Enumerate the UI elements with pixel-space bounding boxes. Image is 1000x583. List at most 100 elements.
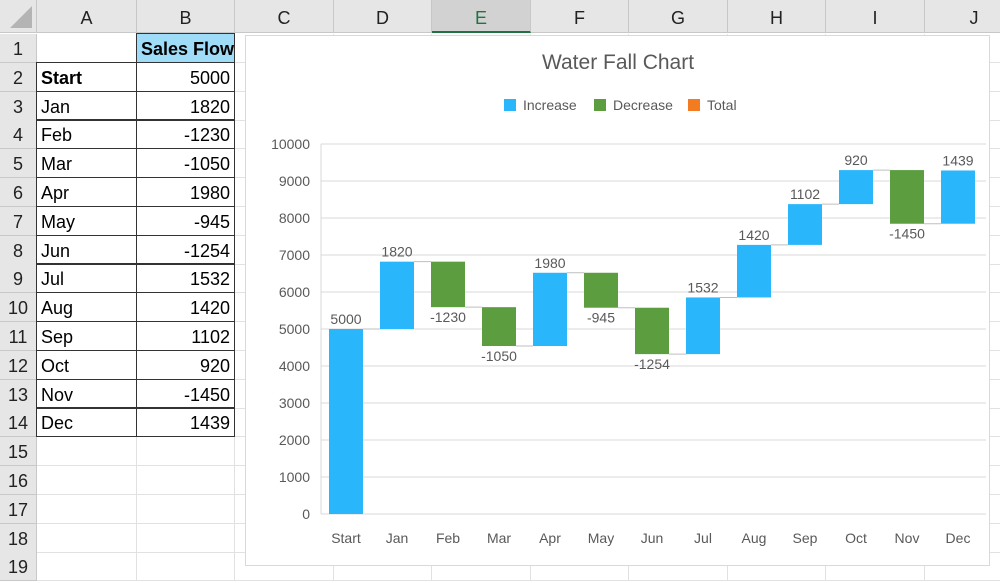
y-tick-label: 5000 [279, 321, 310, 337]
cell-label[interactable]: Jun [36, 234, 137, 265]
row-header-8[interactable]: 8 [0, 235, 37, 265]
data-label: 5000 [330, 311, 361, 327]
row-header-18[interactable]: 18 [0, 523, 37, 553]
cell-label[interactable]: Start [36, 61, 137, 92]
cell-label[interactable]: Apr [36, 177, 137, 207]
row-header-17[interactable]: 17 [0, 494, 37, 524]
data-label: 1532 [687, 279, 718, 295]
x-tick-label: Sep [793, 530, 818, 546]
x-tick-label: Start [331, 530, 361, 546]
cell-value[interactable]: -1254 [136, 234, 235, 265]
bar-dec [941, 170, 975, 224]
row-header-1[interactable]: 1 [0, 34, 37, 63]
bar-sep [788, 204, 822, 245]
y-tick-label: 2000 [279, 432, 310, 448]
bar-start [329, 329, 363, 514]
cell-label[interactable]: Feb [36, 119, 137, 150]
cell-label[interactable]: May [36, 205, 137, 236]
x-tick-label: Feb [436, 530, 460, 546]
data-label: -1230 [430, 309, 466, 325]
y-tick-label: 9000 [279, 173, 310, 189]
cell-label[interactable]: Jan [36, 90, 137, 121]
column-header-f[interactable]: F [531, 0, 629, 33]
cell-value[interactable]: 1102 [136, 321, 235, 351]
x-tick-label: Aug [742, 530, 767, 546]
y-tick-label: 1000 [279, 469, 310, 485]
cell-label[interactable]: Sep [36, 321, 137, 351]
cell-value[interactable]: 1820 [136, 90, 235, 121]
cell[interactable] [37, 494, 137, 524]
cell[interactable] [37, 552, 137, 582]
cell-value[interactable]: 1420 [136, 292, 235, 323]
x-tick-label: Dec [946, 530, 971, 546]
row-header-14[interactable]: 14 [0, 408, 37, 438]
y-tick-label: 6000 [279, 284, 310, 300]
x-tick-label: May [588, 530, 614, 546]
bar-mar [482, 307, 516, 347]
cell[interactable] [37, 466, 137, 495]
column-header-h[interactable]: H [728, 0, 826, 33]
cell-value[interactable]: -1230 [136, 119, 235, 150]
cell[interactable] [137, 466, 235, 495]
cell-label[interactable]: Aug [36, 292, 137, 323]
cell[interactable] [37, 34, 137, 63]
column-header-i[interactable]: I [826, 0, 925, 33]
cell-label[interactable]: Mar [36, 148, 137, 179]
cell[interactable] [137, 523, 235, 553]
legend-swatch-increase [504, 99, 516, 111]
cell-label[interactable]: Jul [36, 263, 137, 294]
row-header-2[interactable]: 2 [0, 62, 37, 92]
row-header-11[interactable]: 11 [0, 322, 37, 351]
cell-value[interactable]: -1450 [136, 378, 235, 409]
row-header-7[interactable]: 7 [0, 206, 37, 236]
legend-swatch-total [688, 99, 700, 111]
column-header-a[interactable]: A [37, 0, 137, 33]
cell-label[interactable]: Nov [36, 378, 137, 409]
row-header-10[interactable]: 10 [0, 293, 37, 323]
y-tick-label: 4000 [279, 358, 310, 374]
row-header-3[interactable]: 3 [0, 91, 37, 121]
cell-value[interactable]: 920 [136, 349, 235, 380]
cell-value[interactable]: -945 [136, 205, 235, 236]
column-header-c[interactable]: C [235, 0, 334, 33]
bar-oct [839, 170, 873, 205]
select-all-button[interactable] [0, 0, 37, 33]
row-header-6[interactable]: 6 [0, 178, 37, 207]
column-header-j[interactable]: J [925, 0, 1000, 33]
cell-value[interactable]: 1439 [136, 407, 235, 438]
cell[interactable] [137, 552, 235, 582]
bar-feb [431, 261, 465, 308]
cell[interactable] [137, 494, 235, 524]
bar-jan [380, 261, 414, 329]
data-label: 920 [844, 152, 868, 168]
row-header-13[interactable]: 13 [0, 379, 37, 409]
waterfall-chart[interactable]: Water Fall Chart Increase Decrease Total 0 10… [245, 35, 990, 566]
cell-value[interactable]: 1532 [136, 263, 235, 294]
cell[interactable] [37, 437, 137, 467]
cell-value[interactable]: -1050 [136, 148, 235, 179]
cell-b1-header[interactable]: Sales Flow [136, 33, 235, 63]
data-label: 1420 [738, 227, 769, 243]
x-tick-label: Apr [539, 530, 561, 546]
row-header-19[interactable]: 19 [0, 552, 37, 582]
row-header-5[interactable]: 5 [0, 149, 37, 179]
legend-label-total: Total [707, 97, 737, 113]
cell[interactable] [37, 523, 137, 553]
cell[interactable] [137, 437, 235, 467]
column-header-e[interactable]: E [432, 0, 531, 33]
chart-title: Water Fall Chart [542, 51, 694, 74]
cell-value[interactable]: 1980 [136, 177, 235, 207]
cell-label[interactable]: Dec [36, 407, 137, 438]
row-header-4[interactable]: 4 [0, 120, 37, 150]
row-header-15[interactable]: 15 [0, 437, 37, 467]
row-header-9[interactable]: 9 [0, 264, 37, 294]
x-tick-label: Jul [694, 530, 712, 546]
data-label: 1820 [381, 244, 412, 260]
cell-label[interactable]: Oct [36, 349, 137, 380]
row-header-16[interactable]: 16 [0, 466, 37, 495]
column-header-b[interactable]: B [137, 0, 235, 33]
row-header-12[interactable]: 12 [0, 350, 37, 380]
column-header-d[interactable]: D [334, 0, 432, 33]
cell-value[interactable]: 5000 [136, 61, 235, 92]
column-header-g[interactable]: G [629, 0, 728, 33]
